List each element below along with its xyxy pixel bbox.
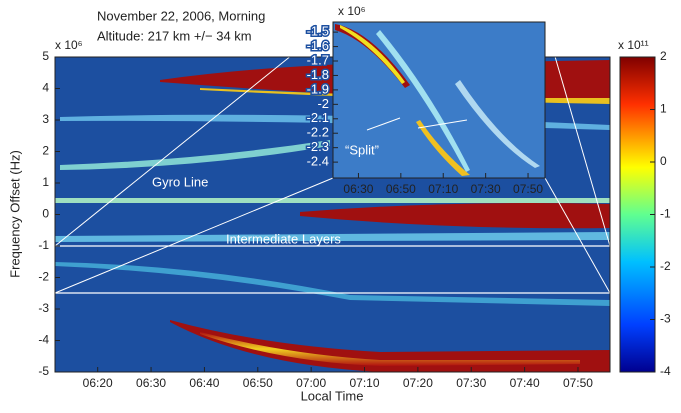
x-axis-label: Local Time <box>301 388 364 403</box>
y-tick-label: -3 <box>38 301 49 315</box>
y-tick-label: -1.8 <box>307 67 329 82</box>
colorbar <box>619 56 656 373</box>
x-tick-label: 07:20 <box>403 376 433 390</box>
y-tick-label: 5 <box>42 49 49 63</box>
y-tick-label: -2 <box>317 96 329 111</box>
y-tick-label: -1 <box>38 238 49 252</box>
x-tick-label: 06:30 <box>136 376 166 390</box>
y-tick-label: 2 <box>42 144 49 158</box>
y-tick-label: -1.5 <box>307 24 329 39</box>
y-axis-label: Frequency Offset (Hz) <box>7 150 22 278</box>
x-tick-label: 06:50 <box>386 182 416 196</box>
x-tick-label: 07:10 <box>428 182 458 196</box>
colorbar-tick-label: 1 <box>660 102 667 116</box>
y-tick-label: -1.6 <box>307 38 329 53</box>
x-tick-label: 07:30 <box>471 182 501 196</box>
y-tick-label: -1.9 <box>307 81 329 96</box>
x-tick-label: 06:30 <box>343 182 373 196</box>
colorbar-scale-label: x 10¹¹ <box>618 38 649 52</box>
y-tick-label: -2.2 <box>307 125 329 140</box>
x-tick-label: 07:00 <box>296 376 326 390</box>
inset <box>332 21 546 179</box>
y-tick-label: -5 <box>38 364 49 378</box>
annotation: “Split” <box>345 142 379 157</box>
x-tick-label: 07:30 <box>456 376 486 390</box>
y-tick-label: 0 <box>42 207 49 221</box>
x-tick-label: 07:50 <box>563 376 593 390</box>
colorbar-tick-label: 0 <box>660 154 667 168</box>
y-tick-label: 1 <box>42 175 49 189</box>
y-scale-label: x 10⁶ <box>55 38 83 52</box>
y-tick-label: -2.1 <box>307 110 329 125</box>
colorbar-tick-label: -3 <box>660 312 671 326</box>
x-tick-label: 06:40 <box>189 376 219 390</box>
y-tick-label: -2 <box>38 270 49 284</box>
chart-subtitle: Altitude: 217 km +/− 34 km <box>97 28 252 43</box>
x-tick-label: 07:50 <box>513 182 543 196</box>
y-tick-label: -1.7 <box>307 52 329 67</box>
annotation: Gyro Line <box>152 174 208 189</box>
colorbar-tick-label: -2 <box>660 259 671 273</box>
colorbar-tick-label: 2 <box>660 49 667 63</box>
chart-title: November 22, 2006, Morning <box>97 8 265 23</box>
inset-scale-label: x 10⁶ <box>338 4 366 18</box>
y-tick-label: -2.4 <box>307 154 329 169</box>
colorbar-tick-label: -1 <box>660 207 671 221</box>
x-tick-label: 07:40 <box>510 376 540 390</box>
y-tick-label: -2.3 <box>307 139 329 154</box>
x-tick-label: 07:10 <box>350 376 380 390</box>
colorbar-tick-label: -4 <box>660 364 671 378</box>
y-tick-label: -4 <box>38 333 49 347</box>
y-tick-label: 4 <box>42 81 49 95</box>
annotation: Intermediate Layers <box>226 231 341 246</box>
y-tick-label: 3 <box>42 112 49 126</box>
x-tick-label: 06:20 <box>83 376 113 390</box>
x-tick-label: 06:50 <box>243 376 273 390</box>
